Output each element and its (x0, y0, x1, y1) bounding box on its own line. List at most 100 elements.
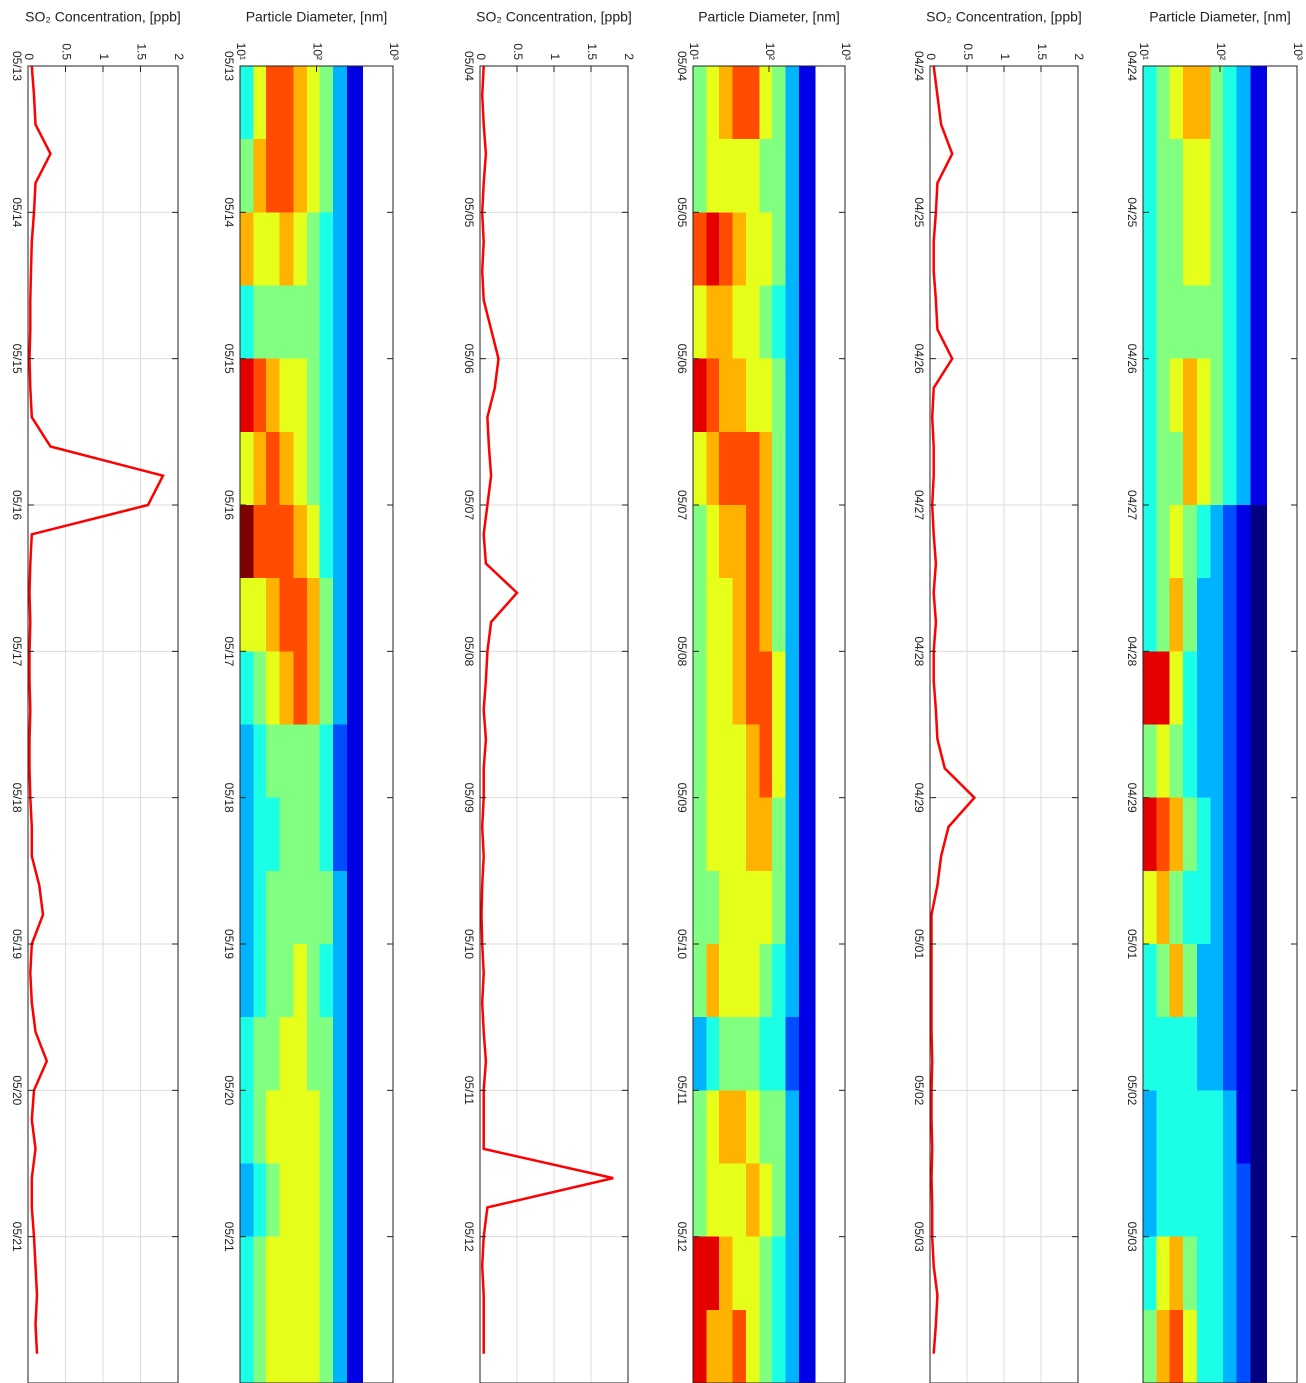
heatmap-cell (319, 944, 334, 1018)
heatmap-cell (785, 1309, 800, 1383)
heatmap-cell (693, 1017, 707, 1091)
heatmap-cell (1196, 724, 1211, 799)
x-tick-label: 05/18 (222, 783, 236, 813)
heatmap-cell (333, 285, 348, 360)
heatmap-cell (1156, 358, 1170, 433)
heatmap-cell (266, 578, 281, 652)
heatmap-cell (719, 212, 733, 286)
heatmap-cell (279, 505, 294, 579)
heatmap-cell (719, 870, 733, 945)
heatmap-cell (253, 431, 267, 506)
heatmap-cell (706, 578, 720, 652)
y-tick-label: 2 (622, 53, 636, 60)
heatmap-cell (266, 139, 281, 213)
heatmap-cell (746, 285, 761, 360)
heatmap-cell (1210, 1017, 1224, 1091)
heatmap-cell (1236, 1163, 1252, 1238)
heatmap-cell (319, 651, 334, 725)
heatmap-cell (719, 651, 733, 725)
heatmap-cell (1169, 66, 1184, 140)
heatmap-cell (240, 212, 254, 286)
heatmap-cell (746, 1163, 761, 1238)
heatmap-cell (1143, 66, 1158, 140)
heatmap-cell (266, 797, 281, 872)
heatmap-cell (1156, 651, 1170, 725)
heatmap-cell (785, 870, 800, 945)
heatmap-cell (240, 285, 254, 360)
heatmap-cell (333, 505, 348, 579)
heatmap-cell (1143, 1090, 1158, 1164)
heatmap-cell (346, 724, 364, 799)
heatmap-cell (1223, 358, 1238, 433)
heatmap-cell (1196, 139, 1211, 213)
heatmap-cell (253, 944, 267, 1018)
x-tick-label: 05/15 (10, 344, 24, 374)
heatmap-cell (693, 505, 707, 579)
heatmap-cell (746, 431, 761, 506)
heatmap-cell (266, 1236, 281, 1311)
heatmap-cell (1236, 212, 1252, 286)
heatmap-cell (333, 578, 348, 652)
heatmap-cell (706, 1017, 720, 1091)
heatmap-cell (1223, 797, 1238, 872)
x-tick-label: 05/01 (1125, 929, 1139, 959)
heatmap-cell (785, 358, 800, 433)
heatmap-cell (240, 1090, 254, 1164)
heatmap-cell (1169, 578, 1184, 652)
heatmap-cell (240, 870, 254, 945)
heatmap-cell (293, 1309, 308, 1383)
heatmap-cell (759, 431, 773, 506)
heatmap-cell (240, 724, 254, 799)
heatmap-cell (293, 578, 308, 652)
heatmap-cell (279, 651, 294, 725)
heatmap-cell (772, 1309, 787, 1383)
x-tick-label: 05/06 (675, 344, 689, 374)
y-tick-label: 1 (97, 53, 111, 60)
heatmap-cell (1182, 797, 1198, 872)
heatmap-cell (346, 139, 364, 213)
x-tick-label: 05/07 (675, 490, 689, 520)
heatmap-cell (1250, 66, 1267, 140)
heatmap-cell (772, 358, 787, 433)
heatmap-cell (306, 1236, 321, 1311)
heatmap-cell (706, 1163, 720, 1238)
heatmap-cell (346, 870, 364, 945)
heatmap-cell (346, 505, 364, 579)
heatmap-cell (1156, 724, 1170, 799)
heatmap-cell (1182, 505, 1198, 579)
heatmap-cell (799, 1309, 816, 1383)
heatmap-cell (1250, 797, 1267, 872)
heatmap-cell (785, 797, 800, 872)
heatmap-cell (1182, 944, 1198, 1018)
heatmap-cell (240, 797, 254, 872)
heatmap-cell (266, 724, 281, 799)
heatmap-cell (346, 358, 364, 433)
heatmap-cell (759, 1017, 773, 1091)
heatmap-cell (759, 66, 773, 140)
heatmap-cell (319, 66, 334, 140)
heatmap-cell (693, 1309, 707, 1383)
heatmap-cell (333, 1163, 348, 1238)
heatmap-cell (732, 651, 747, 725)
heatmap-cell (759, 212, 773, 286)
heatmap-cell (1182, 1090, 1198, 1164)
heatmap-cell (706, 651, 720, 725)
heatmap-cell (279, 1309, 294, 1383)
so2-line (28, 65, 165, 1354)
heatmap-cell (346, 797, 364, 872)
heatmap-cell (799, 139, 816, 213)
heatmap-cell (1182, 285, 1198, 360)
heatmap-cell (1156, 1090, 1170, 1164)
x-tick-label: 05/20 (222, 1075, 236, 1105)
heatmap-cell (1143, 1236, 1158, 1311)
heatmap-cell (772, 431, 787, 506)
heatmap-cell (1223, 431, 1238, 506)
y-tick-label: 0.5 (59, 43, 73, 60)
heatmap-cell (1156, 870, 1170, 945)
heatmap-cell (732, 724, 747, 799)
heatmap-cell (333, 944, 348, 1018)
heatmap-cell (279, 285, 294, 360)
x-tick-label: 04/28 (1125, 636, 1139, 666)
heatmap-cell (253, 1236, 267, 1311)
heatmap-cell (253, 285, 267, 360)
